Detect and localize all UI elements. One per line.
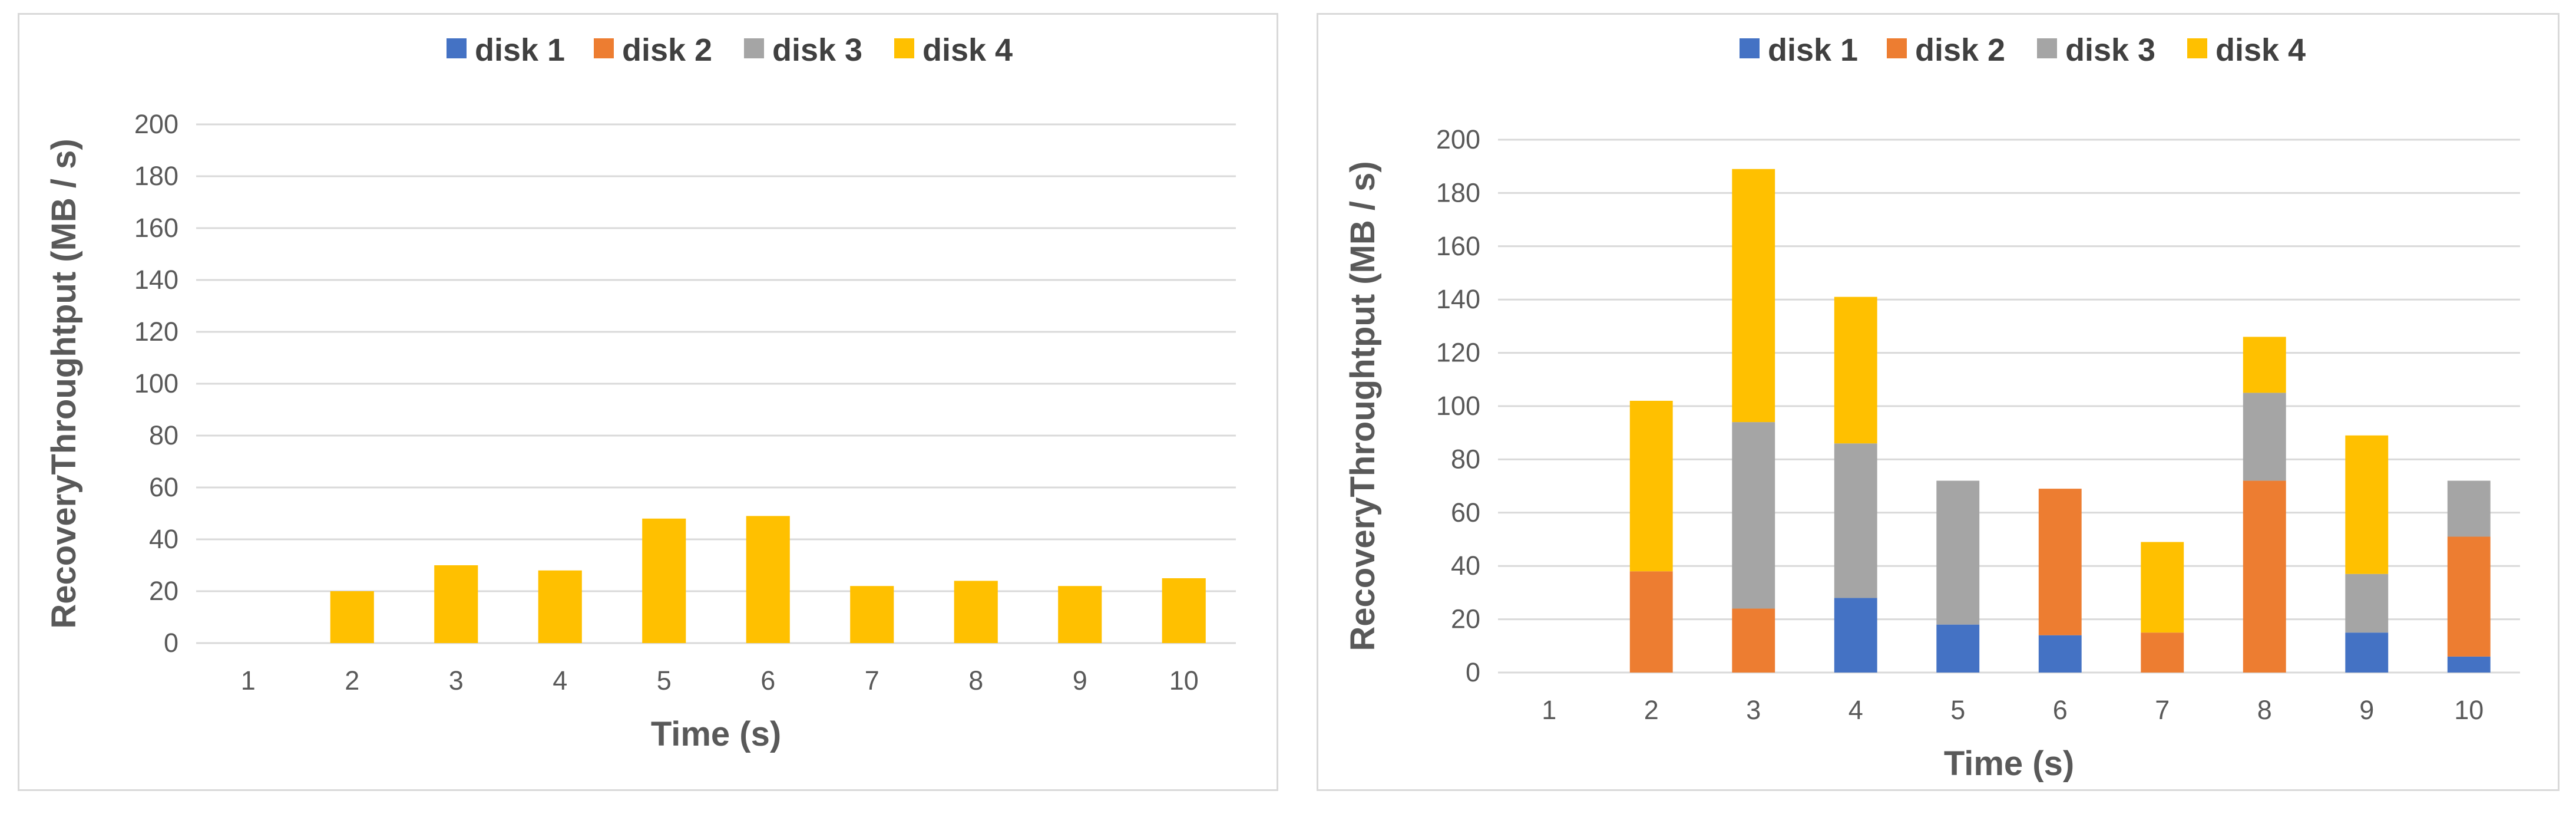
x-tick-label: 7: [2155, 695, 2170, 725]
y-tick-label: 200: [1436, 124, 1480, 154]
bar-segment-disk4-t4: [538, 570, 582, 643]
legend-label-disk4: disk 4: [2215, 32, 2306, 68]
legend-label-disk3: disk 3: [772, 32, 862, 68]
x-tick-label: 4: [553, 665, 567, 696]
legend-swatch-disk4: [894, 38, 914, 58]
stacked-bar-chart-right: 0 20 40 60 80 100 120 140 160 180 200 1 2 3 4 5 6 7 8 9 10 Ti…: [1344, 32, 2520, 783]
x-tick-label: 5: [657, 665, 672, 696]
bar-segment-disk4-t8: [954, 581, 998, 643]
x-tick-label: 8: [2257, 695, 2272, 725]
bar-segment-disk4-t2: [1629, 400, 1673, 572]
bar-segment-disk4-t10: [1162, 578, 1206, 643]
y-tick-label: 100: [1436, 391, 1480, 421]
x-tick-label: 2: [1644, 695, 1659, 725]
x-tick-label: 1: [241, 665, 256, 696]
x-tick-label: 9: [1073, 665, 1087, 696]
legend-swatch-disk4: [2187, 38, 2207, 58]
y-tick-label: 20: [1451, 604, 1480, 634]
legend-label-disk2: disk 2: [1915, 32, 2005, 68]
bar-segment-disk4-t3: [1732, 169, 1775, 423]
y-tick-label: 160: [1436, 231, 1480, 261]
y-tick-label: 140: [134, 265, 178, 295]
x-tick-label: 6: [2053, 695, 2068, 725]
x-axis-title: Time (s): [651, 715, 781, 753]
y-axis-title: RecoveryThroughtput (MB / s): [1344, 161, 1382, 651]
y-tick-label: 0: [1466, 657, 1480, 687]
chart-panel-left: 0 20 40 60 80 100 120 140 160 180 200 1 2 3 4 5 6 7 8 9 10 Ti…: [18, 13, 1278, 791]
x-axis-title: Time (s): [1944, 744, 2074, 783]
x-tick-label: 3: [1746, 695, 1761, 725]
x-tick-label: 4: [1848, 695, 1863, 725]
y-axis-title: RecoveryThroughtput (MB / s): [45, 139, 83, 628]
bar-segment-disk2-t6: [2038, 489, 2082, 635]
y-tick-label: 120: [134, 317, 178, 347]
y-tick-label: 100: [134, 368, 178, 398]
y-tick-label: 60: [149, 472, 178, 502]
legend-swatch-disk2: [594, 38, 614, 58]
y-tick-label: 40: [1451, 551, 1480, 581]
x-tick-label: 1: [1542, 695, 1556, 725]
legend-label-disk3: disk 3: [2065, 32, 2155, 68]
x-tick-label: 8: [968, 665, 983, 696]
bar-segment-disk4-t7: [2141, 542, 2184, 633]
bar-segment-disk3-t3: [1732, 422, 1775, 609]
bar-segment-disk2-t8: [2243, 480, 2286, 673]
bar-segment-disk3-t9: [2345, 574, 2389, 633]
y-tick-label: 120: [1436, 338, 1480, 368]
legend-swatch-disk1: [1740, 38, 1760, 58]
bar-segment-disk1-t9: [2345, 632, 2389, 673]
x-tick-label: 10: [2454, 695, 2484, 725]
x-tick-label: 2: [345, 665, 359, 696]
bar-segment-disk3-t5: [1936, 480, 1980, 625]
legend-swatch-disk2: [1887, 38, 1907, 58]
bar-segment-disk3-t4: [1834, 443, 1877, 598]
stacked-bar-chart-left: 0 20 40 60 80 100 120 140 160 180 200 1 2 3 4 5 6 7 8 9 10 Ti…: [45, 32, 1236, 753]
chart-panel-right: 0 20 40 60 80 100 120 140 160 180 200 1 2 3 4 5 6 7 8 9 10 Ti…: [1317, 13, 2560, 791]
bar-segment-disk4-t5: [642, 518, 686, 643]
bar-segment-disk2-t2: [1629, 571, 1673, 673]
y-tick-label: 60: [1451, 497, 1480, 528]
y-tick-label: 20: [149, 576, 178, 606]
bar-segment-disk4-t6: [746, 516, 790, 643]
bar-segment-disk1-t6: [2038, 635, 2082, 673]
y-tick-label: 0: [164, 628, 178, 658]
x-tick-label: 10: [1169, 665, 1199, 696]
x-tick-label: 7: [865, 665, 879, 696]
bar-segment-disk4-t9: [2345, 435, 2389, 574]
y-tick-label: 180: [134, 161, 178, 191]
legend-label-disk2: disk 2: [622, 32, 712, 68]
x-tick-label: 5: [1950, 695, 1965, 725]
y-tick-label: 140: [1436, 284, 1480, 314]
y-tick-label: 80: [149, 420, 178, 450]
bar-segment-disk2-t10: [2447, 536, 2491, 657]
y-tick-label: 160: [134, 213, 178, 243]
bar-segment-disk4-t3: [434, 565, 478, 643]
bar-segment-disk1-t4: [1834, 598, 1877, 673]
bar-segment-disk4-t7: [850, 586, 894, 643]
bar-segment-disk2-t3: [1732, 608, 1775, 673]
legend-label-disk4: disk 4: [922, 32, 1013, 68]
legend-swatch-disk3: [744, 38, 764, 58]
y-tick-label: 180: [1436, 177, 1480, 207]
x-tick-label: 3: [449, 665, 464, 696]
bar-segment-disk1-t10: [2447, 656, 2491, 673]
legend-label-disk1: disk 1: [475, 32, 565, 68]
y-tick-label: 80: [1451, 444, 1480, 474]
x-tick-label: 6: [760, 665, 775, 696]
bar-segment-disk3-t8: [2243, 393, 2286, 481]
legend-swatch-disk3: [2037, 38, 2057, 58]
bar-segment-disk4-t4: [1834, 296, 1877, 444]
bar-segment-disk2-t7: [2141, 632, 2184, 673]
bar-segment-disk4-t9: [1058, 586, 1102, 643]
legend-label-disk1: disk 1: [1768, 32, 1858, 68]
legend-swatch-disk1: [447, 38, 467, 58]
x-tick-label: 9: [2359, 695, 2374, 725]
bar-segment-disk1-t5: [1936, 624, 1980, 673]
y-tick-label: 40: [149, 524, 178, 554]
bar-segment-disk3-t10: [2447, 480, 2491, 537]
y-tick-label: 200: [134, 109, 178, 139]
bar-segment-disk4-t8: [2243, 337, 2286, 393]
bar-segment-disk4-t2: [330, 591, 374, 643]
